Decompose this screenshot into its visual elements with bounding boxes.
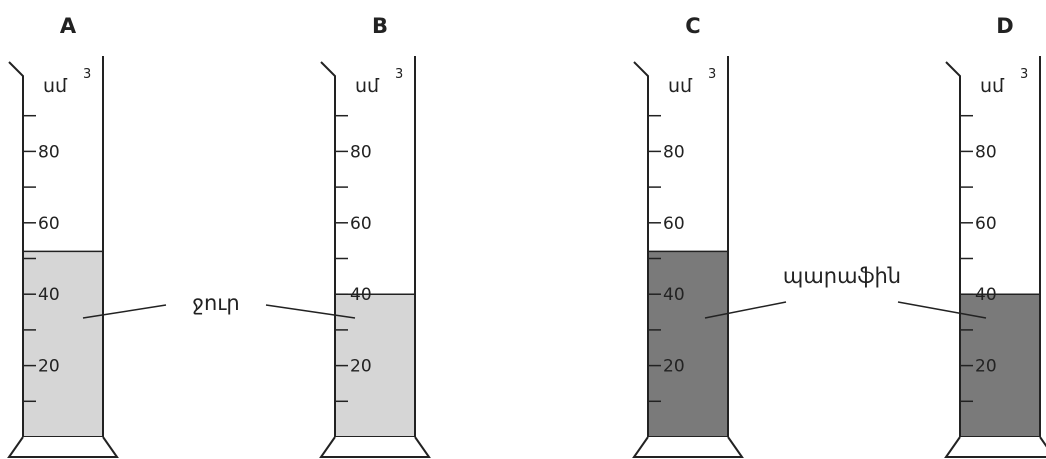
cylinder-label-c: C bbox=[685, 14, 700, 38]
cylinder-b: 80 60 40 20 սմ 3 B bbox=[319, 14, 431, 458]
cylinder-label-b: B bbox=[372, 14, 388, 38]
cylinder-d: 80 60 40 20 սմ 3 D bbox=[944, 14, 1046, 458]
scale-label-c: 40 bbox=[663, 285, 685, 305]
left-wall-c bbox=[633, 61, 649, 437]
left-wall-d bbox=[945, 61, 961, 437]
water-leader-line-b bbox=[265, 304, 356, 319]
base-foot-d bbox=[944, 436, 1046, 458]
scale-label-c: 80 bbox=[663, 142, 685, 162]
scale-label-b: 80 bbox=[350, 142, 372, 162]
paraffin-leader-line-d bbox=[897, 301, 987, 319]
scale-label-d: 80 bbox=[975, 142, 997, 162]
scale-label-b: 40 bbox=[350, 285, 372, 305]
unit-label-b: սմ bbox=[355, 75, 380, 97]
cylinder-c: 80 60 40 20 սմ 3 C bbox=[632, 14, 744, 458]
scale-label-b: 20 bbox=[350, 357, 372, 377]
scale-label-d: 20 bbox=[975, 357, 997, 377]
cylinder-label-d: D bbox=[996, 14, 1013, 38]
liquid-fill-a bbox=[23, 251, 103, 437]
cylinder-a: 80 60 40 20 սմ 3 A bbox=[7, 14, 119, 458]
left-wall-b bbox=[320, 61, 336, 437]
scale-label-a: 40 bbox=[38, 285, 60, 305]
scale-label-c: 60 bbox=[663, 214, 685, 234]
paraffin-label: պարաֆին bbox=[783, 264, 901, 288]
liquid-fill-c bbox=[648, 251, 728, 437]
paraffin-leader-line-c bbox=[704, 301, 787, 319]
base-foot-b bbox=[319, 436, 431, 458]
unit-label-d: սմ bbox=[980, 75, 1005, 97]
scale-label-a: 60 bbox=[38, 214, 60, 234]
water-leader-line-a bbox=[82, 304, 167, 319]
unit-exponent-b: 3 bbox=[395, 67, 403, 82]
water-label: ջուր bbox=[192, 291, 240, 315]
unit-exponent-d: 3 bbox=[1020, 67, 1028, 82]
scale-label-d: 40 bbox=[975, 285, 997, 305]
scale-label-a: 80 bbox=[38, 142, 60, 162]
unit-label-a: սմ bbox=[43, 75, 68, 97]
scale-label-a: 20 bbox=[38, 357, 60, 377]
unit-exponent-a: 3 bbox=[83, 67, 91, 82]
liquid-fill-d bbox=[960, 294, 1040, 437]
scale-label-d: 60 bbox=[975, 214, 997, 234]
scale-label-b: 60 bbox=[350, 214, 372, 234]
scale-label-c: 20 bbox=[663, 357, 685, 377]
cylinder-label-a: A bbox=[60, 14, 77, 38]
base-foot-c bbox=[632, 436, 744, 458]
unit-exponent-c: 3 bbox=[708, 67, 716, 82]
liquid-fill-b bbox=[335, 294, 415, 437]
unit-label-c: սմ bbox=[668, 75, 693, 97]
base-foot-a bbox=[7, 436, 119, 458]
left-wall-a bbox=[8, 61, 24, 437]
